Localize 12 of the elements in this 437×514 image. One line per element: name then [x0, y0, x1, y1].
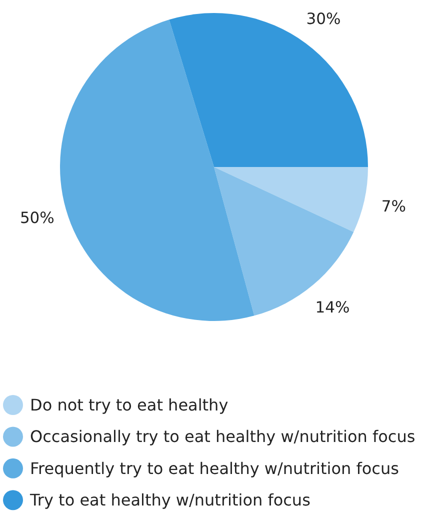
data-label: 14%	[315, 298, 350, 317]
legend-label: Do not try to eat healthy	[30, 396, 228, 414]
data-label: 30%	[306, 10, 341, 28]
pie-slice	[214, 167, 354, 316]
pie-slice	[169, 13, 368, 167]
data-label: 50%	[20, 208, 54, 227]
legend-label: Frequently try to eat healthy w/nutrition focus	[30, 458, 399, 478]
pie-slice	[60, 20, 254, 321]
legend-label: Try to eat healthy w/nutrition focus	[29, 490, 310, 510]
legend-label: Occasionally try to eat healthy w/nutrition focus	[30, 427, 416, 446]
pie-slice	[214, 167, 368, 232]
data-label: 7%	[381, 198, 406, 216]
